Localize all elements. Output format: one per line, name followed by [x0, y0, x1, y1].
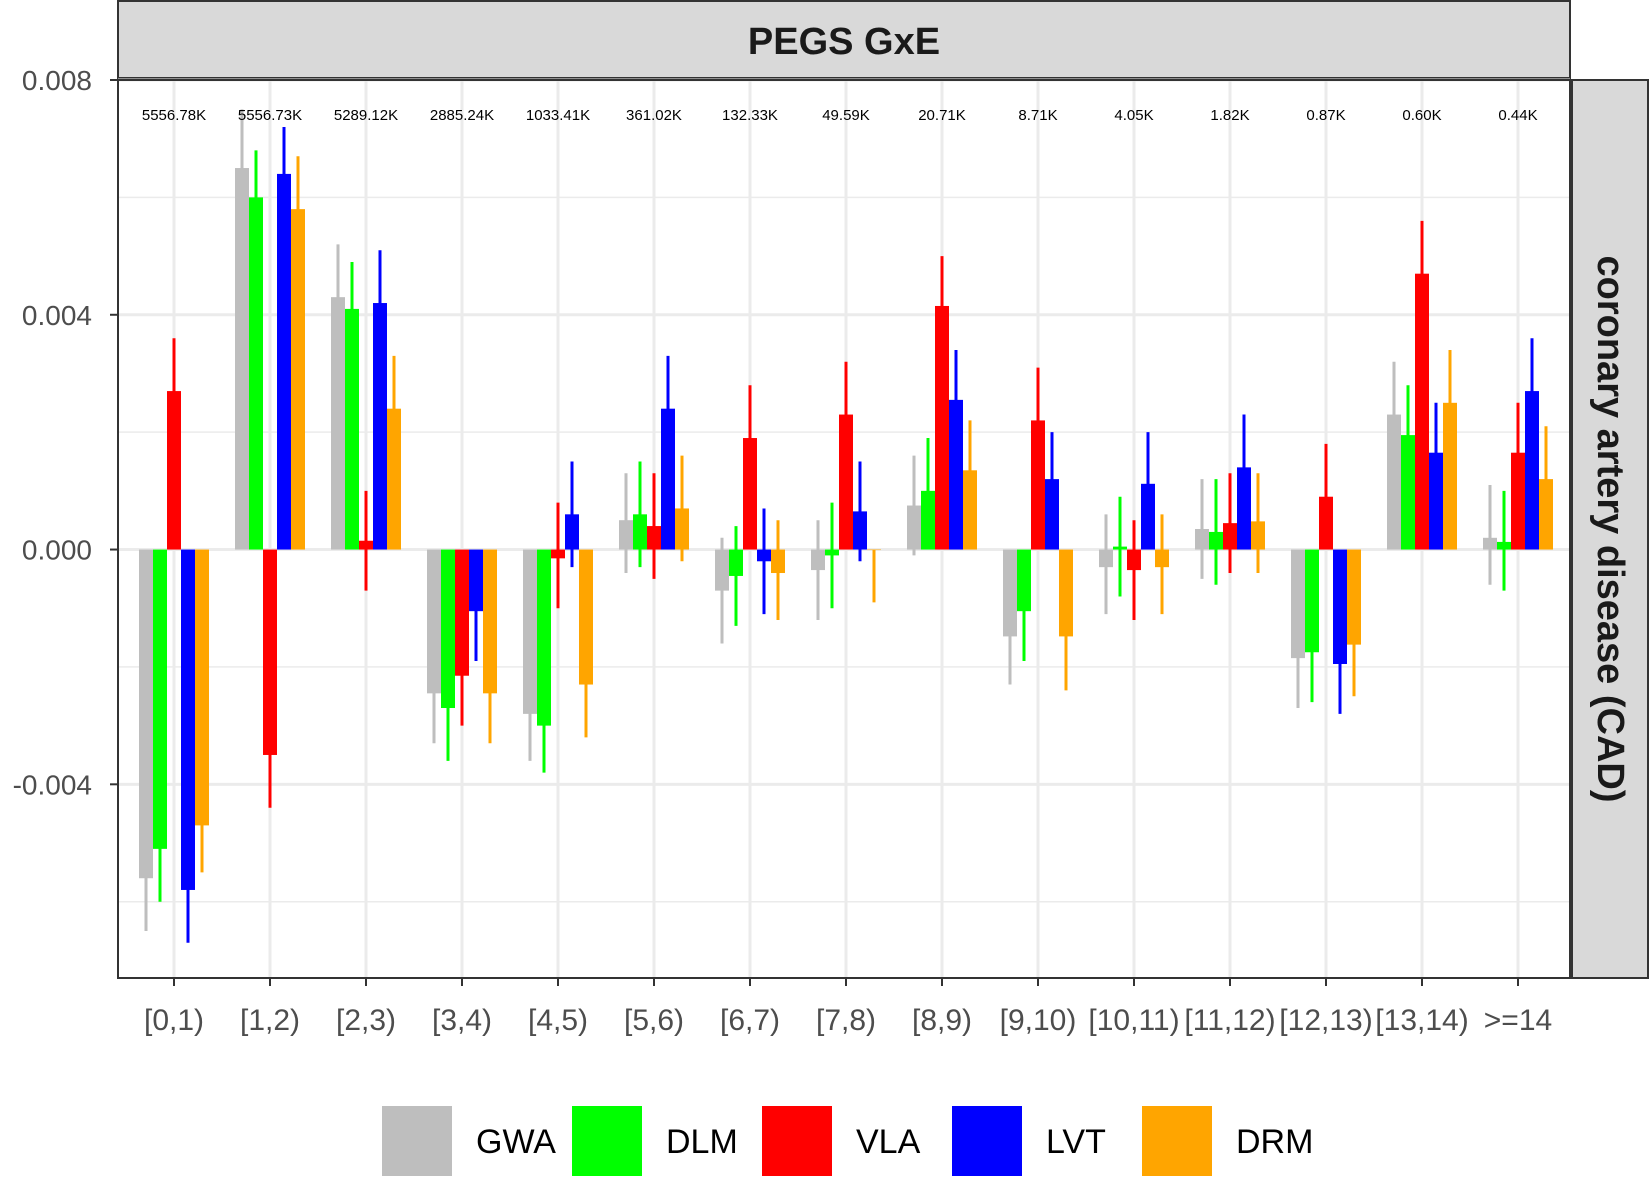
x-tick-label: [11,12) — [1184, 1004, 1275, 1037]
bar-dlm — [1401, 435, 1415, 550]
bar-drm — [387, 408, 401, 550]
x-tick-label: [5,6) — [624, 1004, 684, 1037]
x-tick-label: [9,10) — [1000, 1004, 1077, 1037]
count-label: 4.05K — [1114, 107, 1153, 124]
bar-vla — [1031, 420, 1045, 550]
error-bars — [144, 109, 1548, 943]
legend-label: VLA — [856, 1123, 921, 1161]
x-tick-label: [12,13) — [1279, 1004, 1372, 1037]
x-tick-label: [2,3) — [336, 1004, 396, 1037]
y-axis: -0.004 0.000 0.004 0.008 — [13, 65, 118, 800]
bar-gwa — [427, 549, 441, 694]
x-tick-label: [4,5) — [528, 1004, 588, 1037]
y-tick-label: 0.008 — [22, 65, 92, 96]
legend: GWA DLM VLA LVT DRM — [382, 1106, 1313, 1176]
count-label: 0.44K — [1498, 107, 1537, 124]
count-label: 5556.78K — [142, 107, 206, 124]
chart-title: PEGS GxE — [748, 21, 940, 63]
count-label: 1033.41K — [526, 107, 590, 124]
x-tick-label: [13,14) — [1375, 1004, 1468, 1037]
x-tick-label: [0,1) — [144, 1004, 204, 1037]
right-strip-background — [1571, 79, 1649, 979]
x-tick-label: [3,4) — [432, 1004, 492, 1037]
count-label: 49.59K — [822, 107, 870, 124]
legend-key-gwa — [382, 1106, 452, 1176]
bar-gwa — [1387, 414, 1401, 550]
bar-lvt — [661, 408, 675, 550]
bar-gwa — [139, 549, 153, 879]
bar-gwa — [523, 549, 537, 714]
count-label: 8.71K — [1018, 107, 1057, 124]
x-axis: [0,1) [1,2) [2,3) [3,4) [4,5) [5,6) [6,7) [7,8)… — [144, 978, 1552, 1037]
bar-vla — [263, 549, 277, 755]
facet-label: coronary artery disease (CAD) — [1589, 256, 1631, 803]
x-tick-label: [10,11) — [1088, 1004, 1179, 1037]
bar-dlm — [345, 308, 359, 550]
bar-vla — [167, 391, 181, 550]
y-tick-label: 0.004 — [22, 300, 92, 331]
bar-dlm — [249, 197, 263, 550]
bar-dlm — [441, 549, 455, 709]
bar-lvt — [181, 549, 195, 890]
bar-vla — [743, 438, 757, 550]
x-tick-label: >=14 — [1484, 1004, 1552, 1037]
legend-key-vla — [762, 1106, 832, 1176]
legend-key-drm — [1142, 1106, 1212, 1176]
legend-label: DRM — [1236, 1123, 1313, 1161]
bar-dlm — [153, 549, 167, 849]
y-tick-label: 0.000 — [22, 535, 92, 566]
plot-panel: 5556.78K 5556.73K 5289.12K 2885.24K 1033.41K… — [117, 78, 1571, 979]
legend-label: DLM — [666, 1123, 738, 1161]
bar-lvt — [373, 303, 387, 550]
bar-vla — [839, 414, 853, 550]
bar-vla — [1415, 273, 1429, 550]
bar-lvt — [949, 399, 963, 550]
count-label: 0.60K — [1402, 107, 1441, 124]
legend-key-lvt — [952, 1106, 1022, 1176]
panel-border — [117, 79, 1571, 979]
bar-vla — [935, 305, 949, 550]
bar-drm — [1443, 402, 1457, 550]
bar-drm — [483, 549, 497, 694]
bar-gwa — [1291, 549, 1305, 659]
bar-lvt — [1333, 549, 1347, 664]
x-tick-label: [1,2) — [240, 1004, 300, 1037]
bar-gwa — [235, 168, 249, 550]
x-tick-label: [6,7) — [720, 1004, 780, 1037]
bar-lvt — [277, 173, 291, 550]
bar-lvt — [1525, 391, 1539, 550]
count-labels: 5556.78K 5556.73K 5289.12K 2885.24K 1033.41K… — [142, 107, 1538, 124]
x-tick-label: [7,8) — [816, 1004, 876, 1037]
count-label: 1.82K — [1210, 107, 1249, 124]
count-label: 2885.24K — [430, 107, 494, 124]
count-label: 5556.73K — [238, 107, 302, 124]
bar-dlm — [1305, 549, 1319, 653]
count-label: 132.33K — [722, 107, 778, 124]
bar-dlm — [537, 549, 551, 726]
bar-gwa — [331, 297, 345, 550]
bar-vla — [455, 549, 469, 676]
x-tick-label: [8,9) — [912, 1004, 972, 1037]
bar-drm — [579, 549, 593, 685]
count-label: 361.02K — [626, 107, 682, 124]
right-strip: coronary artery disease (CAD) — [1571, 79, 1649, 979]
count-label: 5289.12K — [334, 107, 398, 124]
bars — [139, 168, 1553, 890]
top-strip: PEGS GxE — [117, 0, 1571, 79]
top-strip-background — [117, 0, 1571, 79]
count-label: 0.87K — [1306, 107, 1345, 124]
count-label: 20.71K — [918, 107, 966, 124]
legend-label: LVT — [1046, 1123, 1106, 1161]
bar-drm — [291, 209, 305, 550]
y-tick-label: -0.004 — [13, 769, 92, 800]
legend-label: GWA — [476, 1123, 556, 1161]
legend-key-dlm — [572, 1106, 642, 1176]
bar-drm — [195, 549, 209, 826]
